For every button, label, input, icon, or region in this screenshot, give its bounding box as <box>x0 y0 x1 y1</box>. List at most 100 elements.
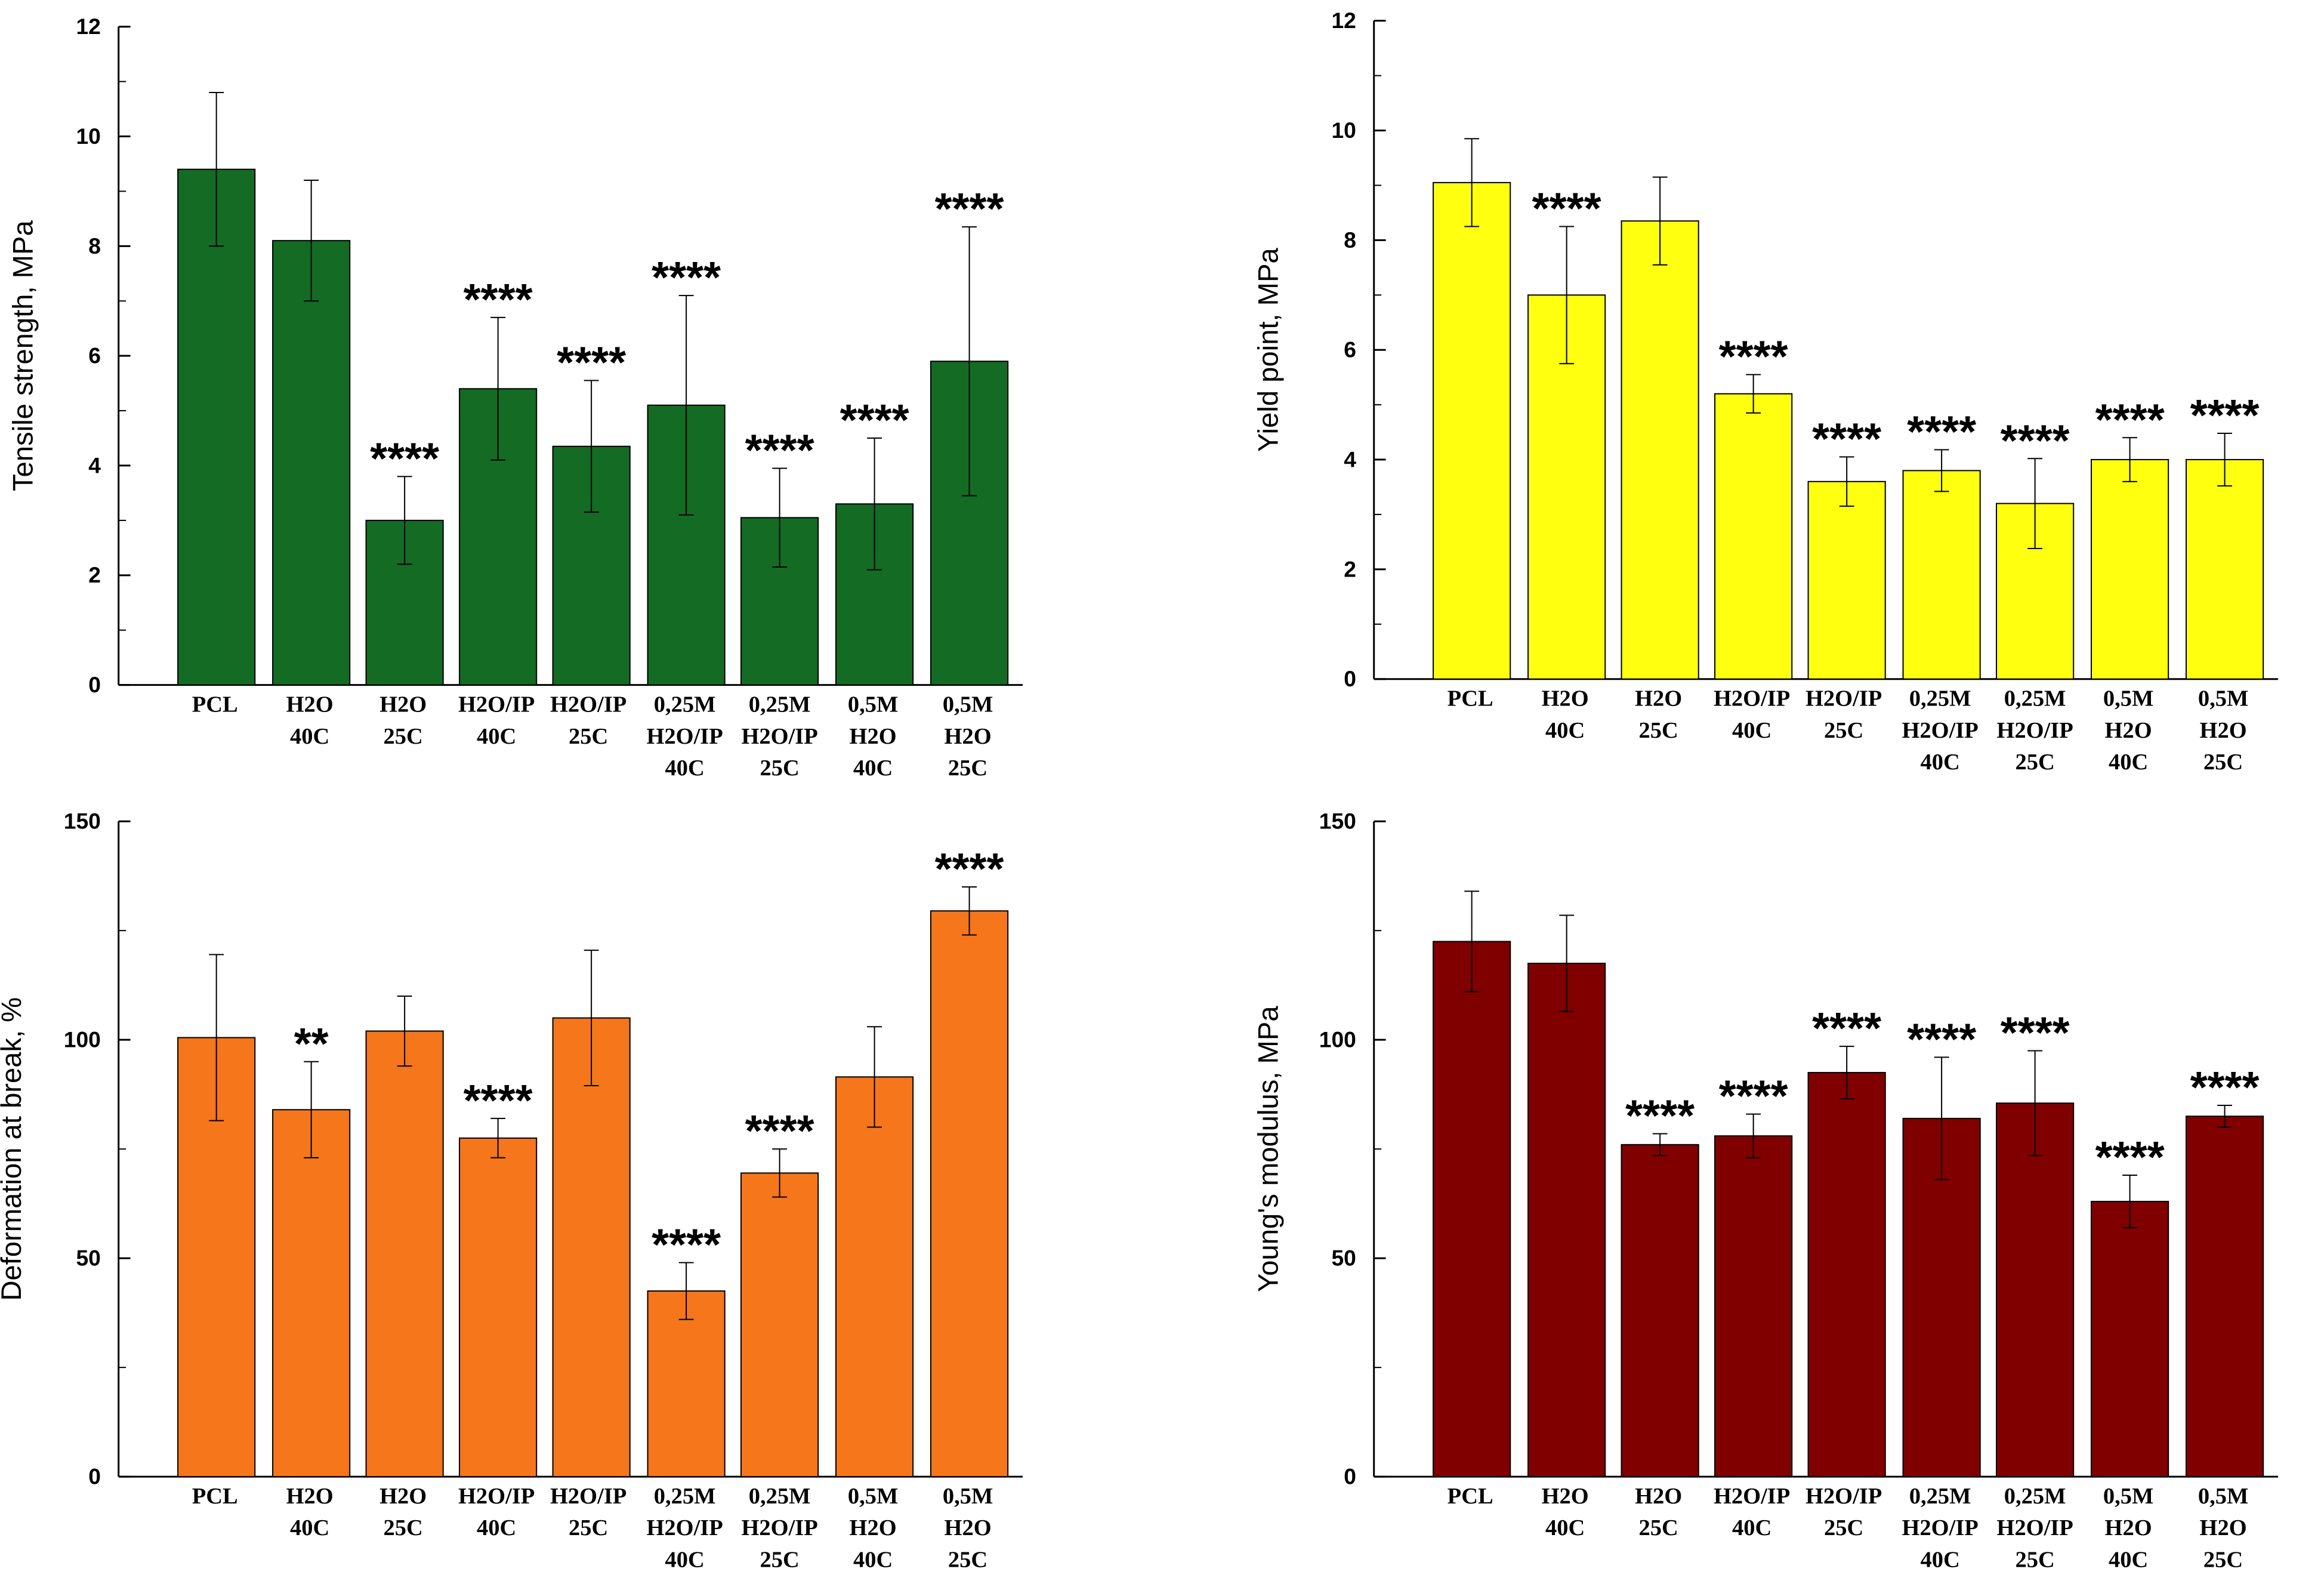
x-tick-label-line: 40C <box>1920 1548 1959 1573</box>
y-axis-title: Yield point, MPa <box>1252 248 1284 452</box>
x-tick-label: H2O/IP 25C <box>1806 686 1882 742</box>
x-tick-label: PCL <box>192 1484 238 1509</box>
y-tick-label: 50 <box>1331 1246 1356 1271</box>
significance-annotation: **** <box>1812 414 1881 463</box>
x-tick-label-line: 40C <box>1732 1515 1771 1540</box>
x-tick-label-line: H2O/IP <box>741 1515 817 1540</box>
x-tick-label-line: H2O <box>379 1484 427 1509</box>
x-tick-label-line: H2O/IP <box>741 724 817 749</box>
y-axis-title: Deformation at break, % <box>0 997 27 1301</box>
x-tick-label-line: PCL <box>1448 1484 1493 1509</box>
x-tick-label: 0,25M H2O/IP 40C <box>646 692 723 781</box>
x-tick-label: 0,5M H2O 25C <box>2198 686 2248 775</box>
x-tick-label-line: 25C <box>384 724 423 749</box>
x-tick-label-line: 25C <box>569 724 608 749</box>
significance-annotation: **** <box>370 433 439 483</box>
bar <box>930 910 1009 1478</box>
x-tick-label-line: H2O <box>2105 1515 2152 1540</box>
significance-annotation: **** <box>840 395 909 445</box>
x-tick-label-line: 25C <box>384 1515 423 1540</box>
x-tick-label-line: 0,25M <box>749 1484 811 1509</box>
x-tick-label-line: H2O <box>850 1515 897 1540</box>
x-tick-label: H2O/IP 40C <box>458 692 535 748</box>
y-tick-label: 100 <box>64 1027 101 1052</box>
x-tick-label-line: 25C <box>569 1515 608 1540</box>
x-tick-label-line: 25C <box>1824 1515 1863 1540</box>
y-tick-label: 0 <box>88 1464 101 1489</box>
x-tick-label: 0,5M H2O 40C <box>848 692 898 781</box>
bar <box>365 1030 444 1478</box>
y-tick-label: 150 <box>64 809 101 834</box>
x-tick-label-line: 0,5M <box>848 1484 898 1509</box>
x-tick-label-line: 0,5M <box>2198 1484 2248 1509</box>
x-tick-label-line: H2O <box>286 692 334 717</box>
y-tick-label: 4 <box>88 452 101 477</box>
y-tick-label: 10 <box>76 124 100 149</box>
x-tick-label: 0,5M H2O 25C <box>2198 1484 2248 1573</box>
x-tick-label-line: H2O <box>1635 1484 1682 1509</box>
x-tick-label: 0,25M H2O/IP 25C <box>741 692 817 781</box>
significance-annotation: **** <box>2095 1132 2165 1182</box>
x-tick-label-line: 0,25M <box>654 692 716 717</box>
significance-annotation: **** <box>464 275 533 324</box>
significance-annotation: **** <box>1812 1003 1881 1053</box>
x-tick-label-line: 40C <box>853 756 893 781</box>
y-tick-label: 8 <box>88 233 101 258</box>
x-tick-label: 0,5M H2O 25C <box>943 692 993 781</box>
x-tick-label-line: H2O/IP <box>1996 1515 2073 1540</box>
x-tick-label: 0,5M H2O 40C <box>2103 1484 2153 1573</box>
x-tick-label-line: H2O/IP <box>646 724 723 749</box>
bar <box>740 1172 819 1478</box>
y-tick-label: 6 <box>88 343 101 368</box>
x-tick-label-line: H2O/IP <box>646 1515 723 1540</box>
bar <box>1714 1135 1793 1478</box>
bar <box>272 240 351 686</box>
bar <box>1433 181 1511 680</box>
x-tick-label-line: 40C <box>290 1515 329 1540</box>
x-tick-label: H2O 40C <box>1542 686 1589 742</box>
x-tick-label-line: H2O/IP <box>1806 1484 1882 1509</box>
x-tick-label-line: 40C <box>1732 718 1771 743</box>
y-tick-label: 0 <box>1344 1464 1356 1489</box>
x-tick-label-line: 0,5M <box>2198 686 2248 711</box>
x-tick-label-line: H2O <box>379 692 427 717</box>
significance-annotation: **** <box>935 844 1004 893</box>
significance-annotation: **** <box>1719 1071 1788 1121</box>
x-tick-label-line: 25C <box>948 756 987 781</box>
significance-annotation: **** <box>2001 415 2070 465</box>
significance-annotation: **** <box>2190 390 2260 440</box>
bar <box>647 1290 726 1478</box>
y-axis-title: Young's modulus, MPa <box>1252 1006 1284 1292</box>
x-tick-label-line: 25C <box>2203 750 2243 775</box>
x-tick-label: 0,25M H2O/IP 40C <box>646 1484 723 1573</box>
bar <box>2091 1200 2169 1478</box>
y-tick-label: 4 <box>1344 446 1356 472</box>
y-tick-label: 8 <box>1344 227 1356 252</box>
significance-annotation: **** <box>1907 1014 1976 1064</box>
y-tick-label: 100 <box>1319 1027 1356 1052</box>
x-tick-label-line: 40C <box>665 1548 704 1573</box>
bar <box>177 168 256 686</box>
bar <box>552 1017 631 1478</box>
y-tick-label: 6 <box>1344 337 1356 362</box>
x-tick-label-line: 25C <box>2203 1548 2243 1573</box>
y-axis-title: Tensile strength, MPa <box>8 220 39 491</box>
x-tick-label-line: 40C <box>477 1515 516 1540</box>
x-tick-label: H2O 25C <box>379 692 427 748</box>
y-tick-label: 10 <box>1331 118 1356 143</box>
y-tick-label: 0 <box>1344 666 1356 691</box>
bar <box>2185 1116 2264 1478</box>
x-tick-label-line: 25C <box>760 756 799 781</box>
x-tick-label-line: 25C <box>1824 718 1863 743</box>
bar <box>1621 220 1699 680</box>
x-tick-label-line: 0,5M <box>943 1484 993 1509</box>
significance-annotation: **** <box>2001 1007 2070 1057</box>
x-tick-label: 0,5M H2O 40C <box>848 1484 898 1573</box>
significance-annotation: **** <box>1719 332 1788 381</box>
x-tick-label-line: H2O <box>945 724 992 749</box>
significance-annotation: **** <box>2095 395 2165 444</box>
x-tick-label-line: 40C <box>853 1548 893 1573</box>
x-tick-label-line: H2O <box>1542 1484 1589 1509</box>
bar <box>2091 459 2169 680</box>
